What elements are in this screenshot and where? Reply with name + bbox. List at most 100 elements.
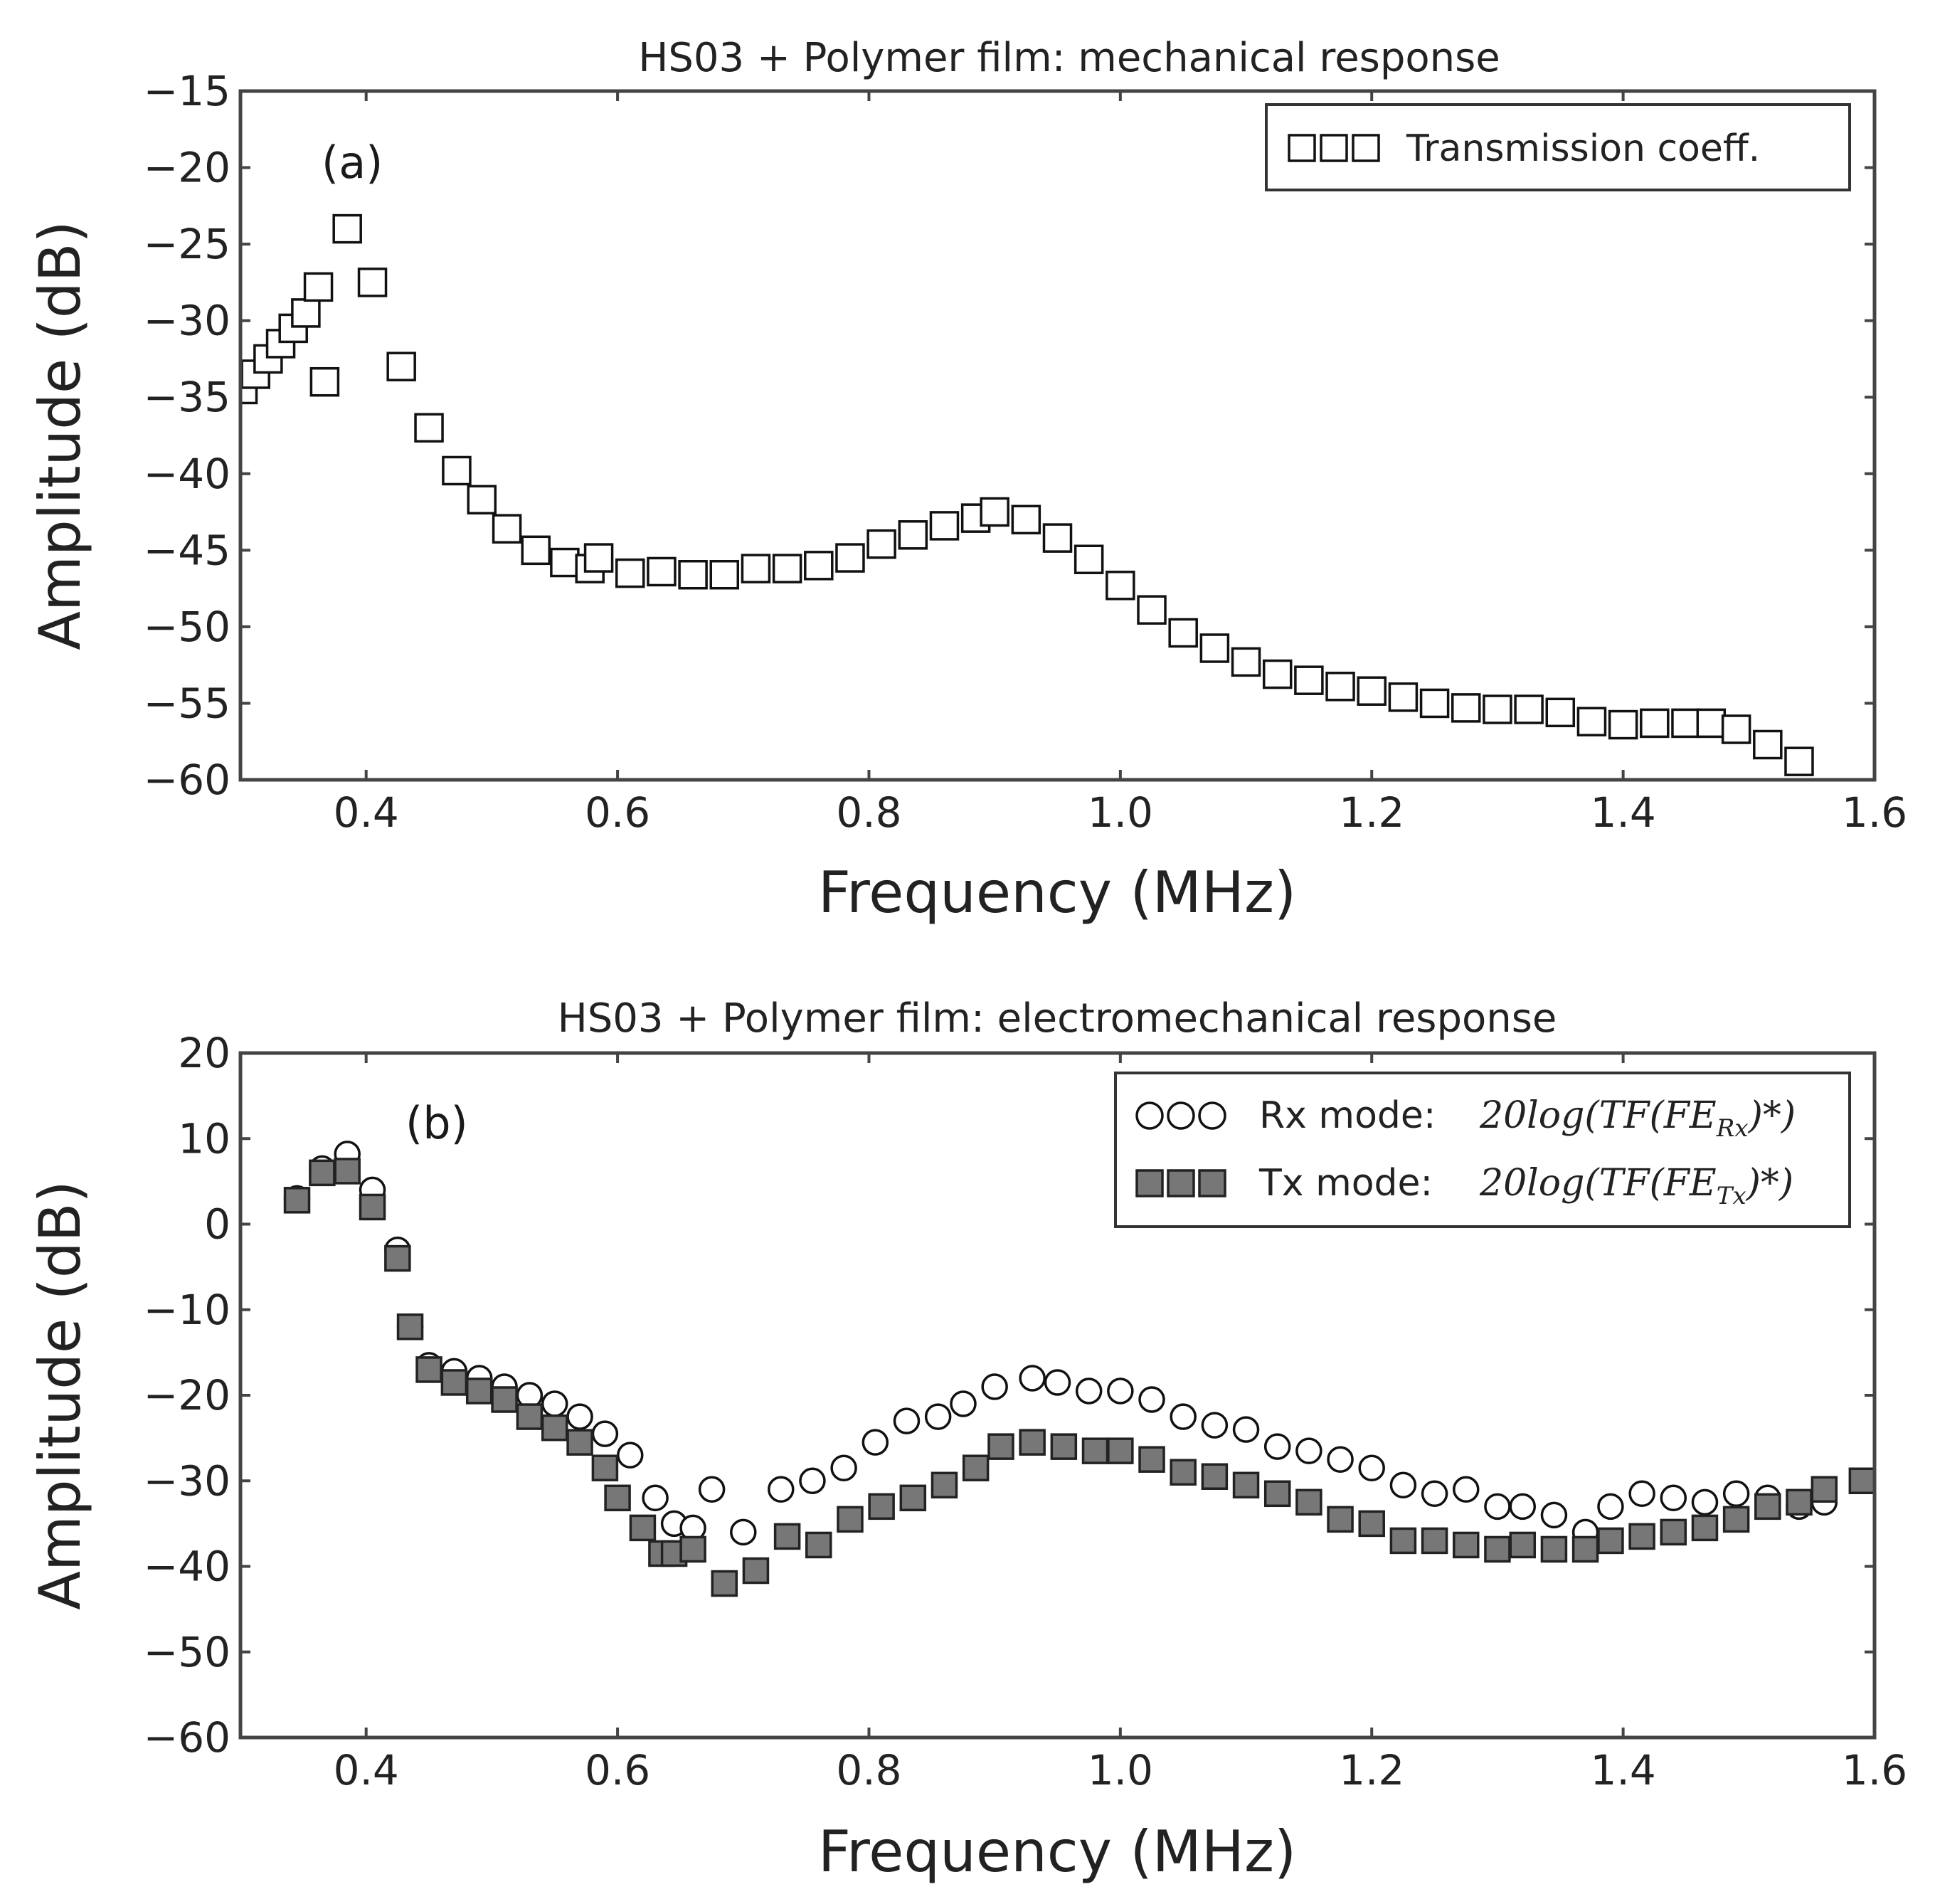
- panel-a-legend: Transmission coeff.: [1265, 103, 1851, 191]
- data-point-tx: [1571, 1535, 1599, 1563]
- panel-b-legend-box: [1114, 1072, 1851, 1228]
- y-tick-label: −10: [144, 1286, 230, 1334]
- data-point-rx: [893, 1407, 921, 1434]
- panel-a-title: HS03 + Polymer film: mechanical response: [638, 35, 1500, 81]
- data-point-rx: [698, 1476, 726, 1503]
- data-point-tx: [1295, 1488, 1322, 1516]
- data-point-transmission: [1545, 697, 1576, 728]
- legend-tx-formula: 20log(TF(FETx)*): [1479, 1162, 1793, 1210]
- data-point-tx: [283, 1187, 311, 1214]
- data-point-tx: [1691, 1514, 1719, 1542]
- panel-a-legend-markers: [1288, 134, 1380, 162]
- data-point-tx: [679, 1535, 706, 1563]
- data-point-transmission: [1042, 523, 1073, 553]
- x-tick-label: 0.8: [836, 1746, 901, 1794]
- data-point-transmission: [835, 543, 865, 573]
- x-tick-label: 0.6: [585, 1746, 650, 1794]
- data-point-tx: [1421, 1527, 1448, 1555]
- panel-b-legend-markers: [1135, 1101, 1226, 1197]
- data-point-tx: [384, 1244, 411, 1272]
- data-point-transmission: [1137, 595, 1167, 625]
- data-point-transmission: [414, 413, 444, 443]
- data-point-tx: [1389, 1527, 1417, 1555]
- data-point-transmission: [1073, 544, 1104, 574]
- data-point-rx: [924, 1403, 952, 1430]
- y-tick-label: 10: [178, 1114, 230, 1163]
- data-point-tx: [1201, 1463, 1229, 1490]
- legend-circle-marker: [1167, 1101, 1195, 1130]
- x-tick-label: 1.0: [1088, 1746, 1153, 1794]
- data-point-rx: [1358, 1454, 1385, 1481]
- panel-a: HS03 + Polymer film: mechanical response…: [27, 35, 1907, 926]
- x-tick-label: 0.4: [334, 788, 399, 837]
- data-point-tx: [541, 1414, 568, 1442]
- y-tick-label: −50: [144, 1628, 230, 1676]
- data-point-tx: [1484, 1535, 1511, 1563]
- data-point-rx: [730, 1518, 757, 1546]
- data-point-tx: [359, 1193, 386, 1221]
- panel-a-xlabel: Frequency (MHz): [818, 860, 1296, 926]
- data-point-transmission: [550, 547, 580, 578]
- data-point-transmission: [1451, 693, 1481, 723]
- y-tick-label: −20: [144, 1371, 230, 1419]
- data-point-transmission: [467, 485, 497, 515]
- data-point-transmission: [772, 554, 802, 583]
- data-point-rx: [1509, 1493, 1537, 1520]
- data-point-tx: [1754, 1493, 1781, 1520]
- legend-rx-formula: 20log(TF(FERx)*): [1479, 1094, 1796, 1143]
- y-tick-label: −40: [144, 450, 230, 498]
- data-point-transmission: [442, 455, 472, 486]
- data-point-tx: [987, 1433, 1014, 1460]
- data-point-tx: [1786, 1488, 1813, 1516]
- data-point-transmission: [1576, 707, 1607, 737]
- data-point-tx: [1660, 1518, 1687, 1546]
- data-point-transmission: [1357, 676, 1387, 706]
- legend-tx-label: Tx mode:: [1258, 1162, 1433, 1205]
- data-point-transmission: [741, 554, 771, 583]
- y-tick-label: −50: [144, 603, 230, 651]
- y-tick-label: −55: [144, 679, 230, 727]
- data-point-tx: [899, 1484, 927, 1512]
- data-point-tx: [440, 1369, 468, 1396]
- x-tick-label: 0.6: [585, 788, 650, 837]
- y-tick-label: −60: [144, 1713, 230, 1762]
- panel-b-legend: Rx mode: 20log(TF(FERx)*) Tx mode: 20log…: [1114, 1072, 1851, 1228]
- data-point-tx: [1848, 1467, 1875, 1494]
- panel-a-ticks: 0.4 0.6 0.8 1.0 1.2 1.4 1.6 −15 −20 −25 −30 −35 −40 −…: [144, 67, 1908, 837]
- x-tick-label: 1.0: [1088, 788, 1153, 837]
- data-point-rx: [830, 1454, 857, 1481]
- x-tick-label: 1.4: [1590, 1746, 1655, 1794]
- data-point-transmission: [291, 298, 321, 328]
- data-point-transmission: [1696, 708, 1727, 739]
- data-point-rx: [566, 1403, 593, 1430]
- data-point-rx: [642, 1484, 669, 1512]
- data-point-rx: [1170, 1403, 1197, 1430]
- data-point-transmission: [1168, 618, 1198, 648]
- data-point-rx: [1138, 1386, 1165, 1413]
- x-tick-label: 1.2: [1339, 1746, 1404, 1794]
- y-tick-label: −15: [144, 67, 230, 115]
- data-point-rx: [1540, 1501, 1568, 1529]
- data-point-tx: [1509, 1531, 1537, 1559]
- data-point-rx: [1722, 1480, 1750, 1508]
- data-point-transmission: [1325, 672, 1355, 702]
- panel-b-title: HS03 + Polymer film: electromechanical r…: [558, 995, 1557, 1042]
- legend-square-open-marker: [1352, 134, 1380, 162]
- data-point-tx: [604, 1484, 631, 1512]
- data-point-rx: [1263, 1433, 1291, 1460]
- legend-square-open-marker: [1320, 134, 1348, 162]
- data-point-rx: [768, 1476, 795, 1503]
- data-point-rx: [1044, 1369, 1071, 1396]
- data-point-tx: [566, 1429, 593, 1456]
- panel-a-frame: [238, 89, 1877, 782]
- legend-square-filled-marker: [1167, 1169, 1195, 1197]
- data-point-tx: [742, 1557, 770, 1585]
- data-point-transmission: [309, 366, 340, 397]
- data-point-tx: [868, 1493, 895, 1520]
- data-point-tx: [1019, 1429, 1046, 1456]
- data-point-tx: [309, 1159, 336, 1187]
- data-point-transmission: [866, 529, 896, 559]
- data-point-rx: [1295, 1437, 1322, 1464]
- data-point-tx: [1327, 1506, 1354, 1533]
- data-point-tx: [516, 1403, 544, 1430]
